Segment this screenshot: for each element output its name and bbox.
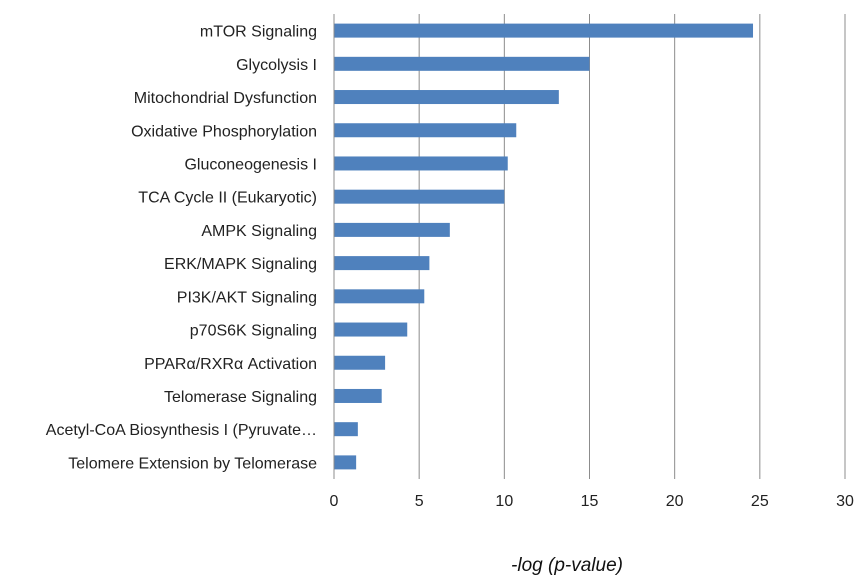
- category-label: TCA Cycle II (Eukaryotic): [138, 190, 317, 207]
- gridlines: [418, 14, 846, 479]
- bar: [334, 256, 430, 271]
- bar: [334, 90, 559, 105]
- bar: [334, 156, 508, 171]
- bar: [334, 388, 382, 403]
- category-label: PI3K/AKT Signaling: [177, 289, 317, 306]
- x-tick-labels: 0 5 10 15 20 25 30: [330, 493, 854, 510]
- bars: [334, 23, 754, 470]
- category-label: Mitochondrial Dysfunction: [134, 90, 317, 107]
- x-tick-label: 10: [495, 493, 513, 510]
- x-tick-label: 25: [751, 493, 769, 510]
- bar: [334, 56, 590, 71]
- x-tick-label: 5: [415, 493, 424, 510]
- category-labels: mTOR Signaling Glycolysis I Mitochondrial …: [46, 24, 317, 473]
- category-label: AMPK Signaling: [201, 223, 317, 240]
- category-label: Oxidative Phosphorylation: [131, 123, 317, 140]
- x-axis-title: -log (p-value): [511, 555, 623, 576]
- category-label: Telomerase Signaling: [164, 389, 317, 406]
- category-label: Gluconeogenesis I: [184, 156, 317, 173]
- bar: [334, 355, 386, 370]
- category-label: Glycolysis I: [236, 57, 317, 74]
- x-tick-label: 30: [836, 493, 854, 510]
- category-label: ERK/MAPK Signaling: [164, 256, 317, 273]
- category-label: p70S6K Signaling: [190, 323, 317, 340]
- x-tick-label: 15: [581, 493, 599, 510]
- category-label: PPARα/RXRα Activation: [144, 356, 317, 373]
- bar: [334, 289, 425, 304]
- bar: [334, 222, 450, 237]
- category-label: mTOR Signaling: [200, 24, 317, 41]
- bar: [334, 455, 357, 470]
- bar: [334, 189, 505, 204]
- x-tick-label: 20: [666, 493, 684, 510]
- bar: [334, 23, 754, 38]
- bar: [334, 422, 358, 437]
- bar: [334, 123, 517, 138]
- category-label: Acetyl-CoA Biosynthesis I (Pyruvate…: [46, 422, 317, 439]
- bar: [334, 322, 408, 337]
- category-label: Telomere Extension by Telomerase: [68, 455, 317, 472]
- x-tick-label: 0: [330, 493, 339, 510]
